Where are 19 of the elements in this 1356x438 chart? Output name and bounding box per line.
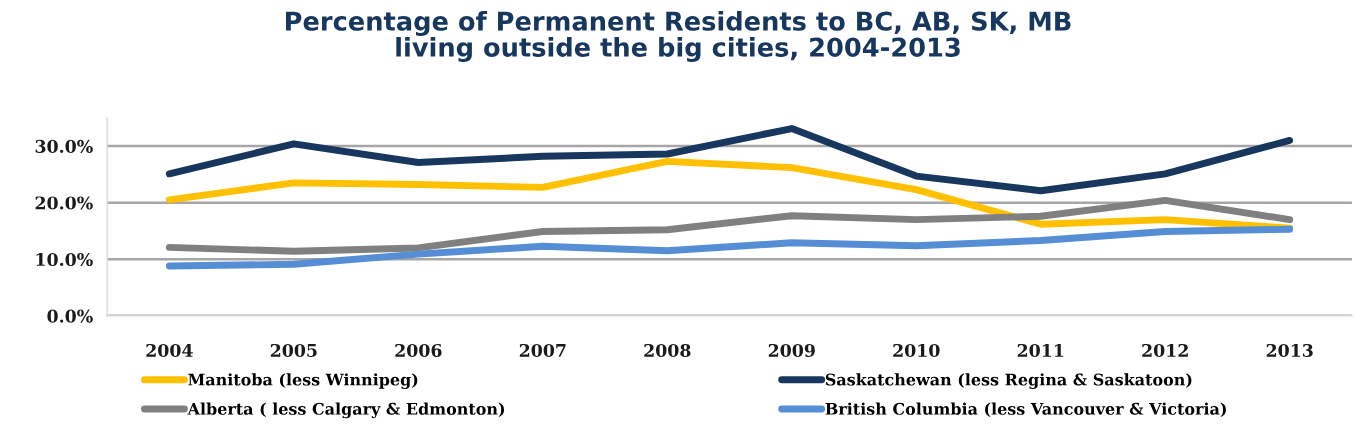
x-tick-label: 2013 [1266, 343, 1313, 358]
x-tick-label: 2008 [644, 343, 691, 358]
x-tick-label: 2012 [1142, 343, 1188, 358]
y-tick-label: 0.0% [47, 309, 93, 323]
chart-title: Percentage of Permanent Residents to BC, AB, SK, MB living outside the big cities, 2004-2013 [285, 10, 1071, 63]
y-tick-label: 10.0% [36, 252, 93, 267]
legend-label: British Columbia (less Vancouver & Victoria) [825, 402, 1226, 418]
legend-label: Manitoba (less Winnipeg) [188, 373, 418, 389]
y-tick-label: 30.0% [35, 139, 93, 153]
x-tick-label: 2010 [893, 343, 940, 358]
x-tick-label: 2005 [270, 343, 317, 358]
x-tick-label: 2006 [395, 343, 442, 358]
x-tick-label: 2011 [1017, 343, 1064, 358]
legend-label: Saskatchewan (less Regina & Saskatoon) [825, 373, 1192, 389]
x-tick-label: 2009 [768, 343, 815, 358]
x-tick-label: 2004 [146, 343, 193, 358]
y-tick-label: 20.0% [35, 196, 93, 210]
legend-label: Alberta ( less Calgary & Edmonton) [187, 402, 505, 419]
x-tick-label: 2007 [519, 343, 566, 358]
